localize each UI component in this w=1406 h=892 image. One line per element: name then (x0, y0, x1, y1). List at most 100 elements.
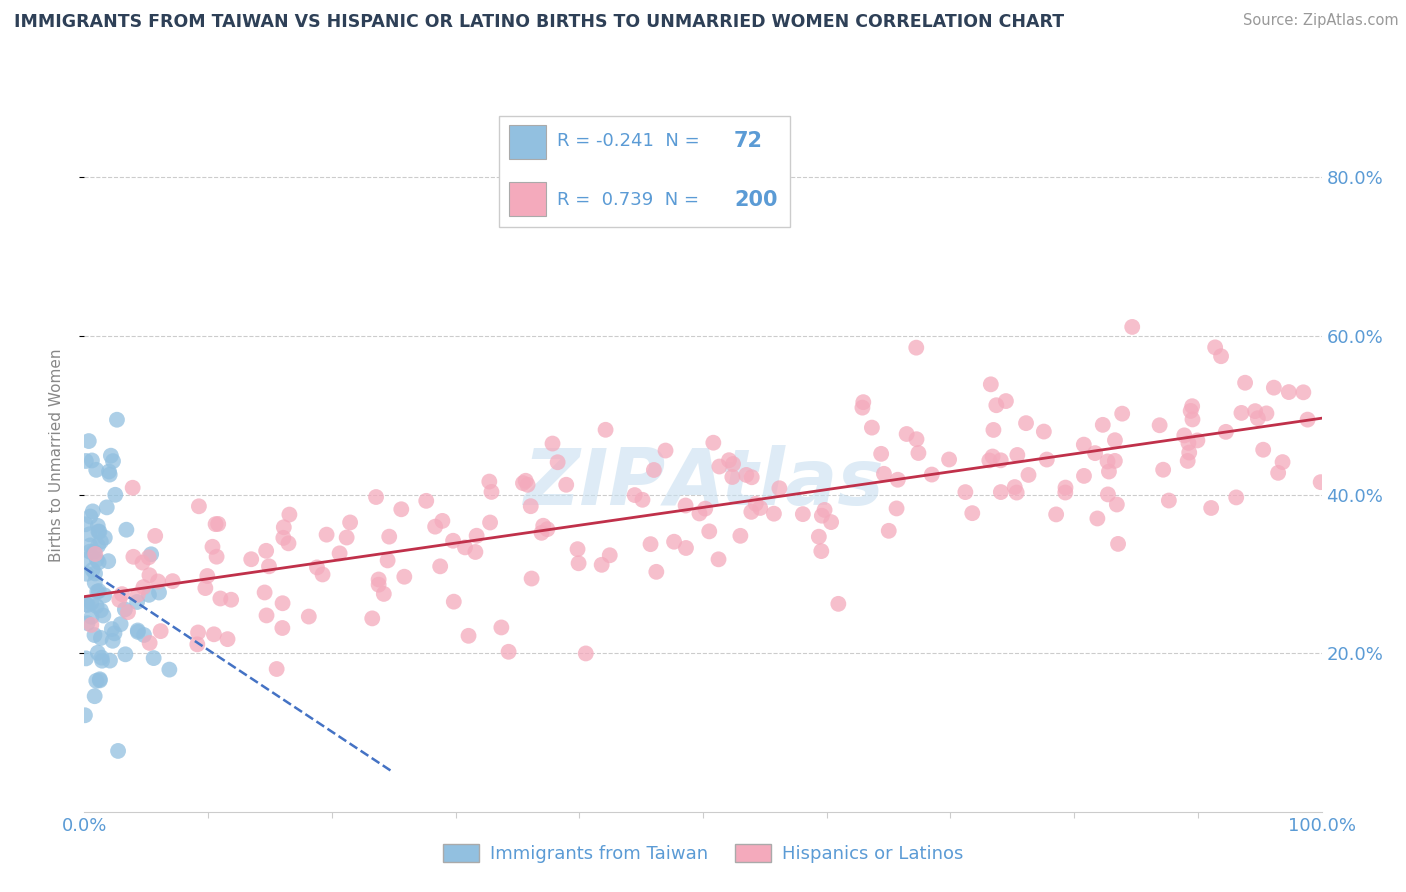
Point (87, 519, 110, 533)
Point (131, 556, 153, 570)
Point (768, 481, 790, 495)
Point (138, 568, 160, 582)
Point (80, 609, 103, 624)
Text: Source: ZipAtlas.com: Source: ZipAtlas.com (1243, 13, 1399, 29)
Point (1263, 381, 1285, 395)
Text: R =  0.739  N =: R = 0.739 N = (557, 191, 704, 209)
Point (980, 377, 1002, 392)
Point (643, 463, 665, 477)
Point (90, 631, 112, 645)
Point (195, 569, 218, 583)
Point (394, 570, 416, 584)
Point (278, 508, 301, 522)
Point (1225, 491, 1247, 505)
Point (432, 514, 454, 528)
Point (457, 629, 479, 643)
Legend: Immigrants from Taiwan, Hispanics or Latinos: Immigrants from Taiwan, Hispanics or Lat… (436, 837, 970, 871)
Point (80, 453, 103, 467)
Point (813, 503, 835, 517)
Point (623, 488, 645, 502)
Point (202, 627, 225, 641)
Point (149, 624, 172, 639)
Point (98, 465, 121, 479)
Point (73, 708, 96, 723)
Point (631, 492, 654, 507)
Point (675, 541, 697, 555)
Point (1097, 454, 1119, 468)
Point (1271, 455, 1294, 469)
Point (721, 470, 744, 484)
Point (84, 673, 107, 688)
Point (443, 595, 465, 609)
Point (1007, 448, 1029, 462)
Point (79, 544, 101, 558)
Point (83, 575, 105, 590)
Point (91, 654, 114, 668)
Point (76, 566, 98, 581)
Point (1234, 376, 1257, 390)
Point (1256, 406, 1278, 420)
Point (541, 436, 564, 450)
Point (187, 625, 209, 640)
Point (219, 592, 242, 607)
Point (654, 443, 676, 458)
Text: R = -0.241  N =: R = -0.241 N = (557, 132, 706, 150)
Point (329, 546, 352, 560)
Point (361, 611, 384, 625)
FancyBboxPatch shape (509, 125, 546, 159)
Point (108, 592, 131, 607)
Point (1209, 349, 1232, 363)
Point (110, 617, 132, 632)
Point (101, 633, 124, 648)
Point (266, 662, 288, 676)
Point (531, 518, 554, 533)
Point (1045, 508, 1067, 522)
Point (139, 547, 162, 561)
Point (87, 524, 110, 539)
Point (730, 529, 752, 543)
Point (127, 595, 149, 609)
Point (1084, 446, 1107, 460)
Point (1247, 411, 1270, 425)
Point (87, 584, 110, 599)
Point (820, 515, 842, 529)
FancyBboxPatch shape (509, 182, 546, 216)
Point (82, 504, 104, 518)
Point (792, 507, 814, 521)
Point (87, 539, 110, 553)
Point (87, 555, 110, 569)
Point (127, 588, 149, 602)
Point (745, 497, 768, 511)
Point (127, 624, 149, 639)
Point (481, 484, 503, 499)
Point (827, 597, 849, 611)
Point (675, 499, 697, 513)
Point (132, 580, 155, 594)
Point (111, 587, 134, 601)
Point (512, 476, 534, 491)
Text: ZIP​Atlas: ZIP​Atlas (523, 445, 883, 522)
Point (97, 554, 120, 568)
Point (640, 537, 662, 551)
Point (240, 552, 263, 566)
Point (1149, 418, 1171, 433)
Point (519, 499, 541, 513)
Text: 72: 72 (734, 131, 763, 151)
Point (103, 626, 125, 640)
Point (1152, 463, 1174, 477)
Point (697, 524, 720, 539)
Point (104, 488, 127, 502)
Point (1105, 498, 1128, 512)
Point (89, 673, 111, 687)
Point (79, 509, 101, 524)
Point (555, 477, 578, 491)
Point (1278, 385, 1301, 400)
Point (80, 618, 103, 632)
Point (115, 523, 138, 537)
Point (979, 453, 1001, 467)
Point (575, 647, 598, 661)
Point (377, 553, 399, 567)
Point (76, 598, 98, 612)
Point (273, 520, 295, 534)
Point (1098, 465, 1121, 479)
